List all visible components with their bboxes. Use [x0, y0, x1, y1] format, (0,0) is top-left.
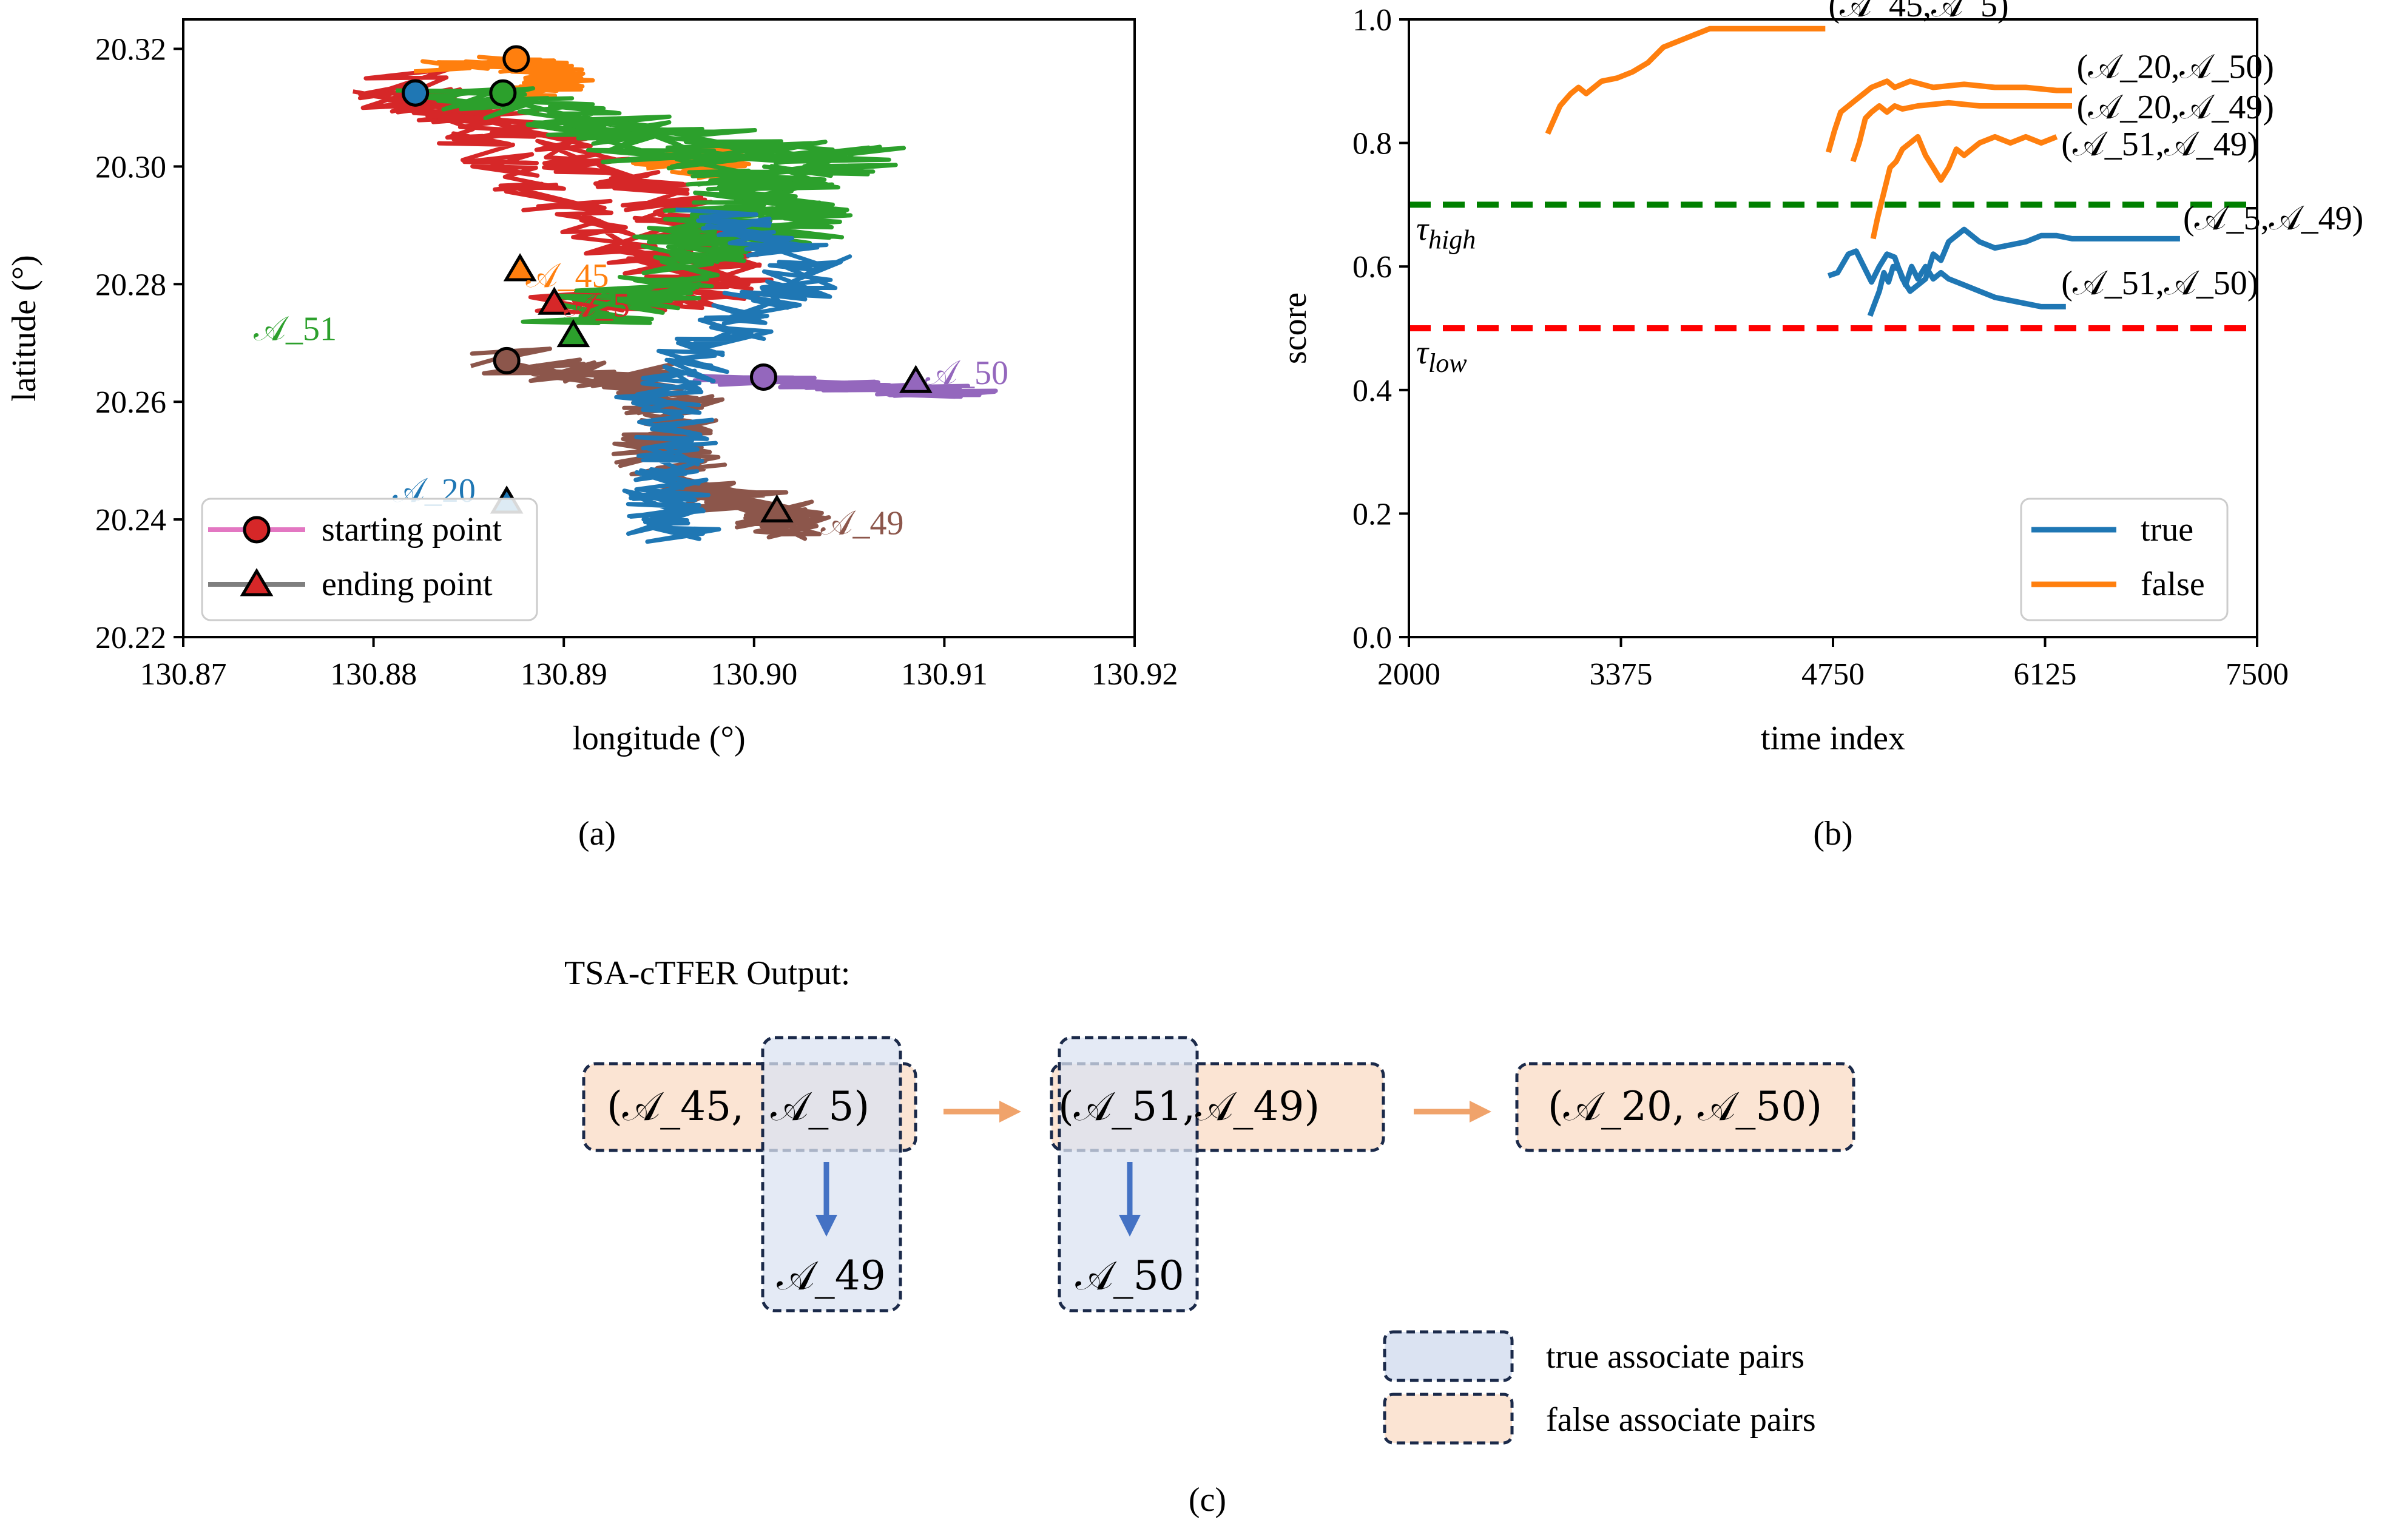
panel-a-legend: starting point ending point: [201, 498, 538, 621]
end-marker-51: [556, 319, 590, 348]
b-x-tick-label-1: 3375: [1590, 657, 1653, 692]
legend-start-marker: [243, 516, 271, 544]
x-tick-label-5: 130.92: [1092, 657, 1178, 692]
y-tick-label-1: 20.24: [95, 503, 166, 538]
end-marker-50: [899, 365, 933, 393]
score-series-labels: (𝒜_45,𝒜_5)(𝒜_20,𝒜_50)(𝒜_20,𝒜_49)(𝒜_51,𝒜_…: [1828, 0, 2363, 302]
annotation-51: 𝒜_51: [254, 310, 337, 348]
series-5-49: [1827, 226, 2180, 294]
threshold-label-low: τlow: [1416, 334, 1467, 378]
panel-a-label: (a): [578, 815, 616, 853]
b-y-tick-label-4: 0.8: [1352, 127, 1392, 161]
legend-false-pairs-swatch: [1383, 1393, 1514, 1445]
annotation-50: 𝒜_50: [925, 354, 1008, 392]
series-label-5-49: (𝒜_5,𝒜_49): [2183, 200, 2363, 237]
b-x-tick-label-4: 7500: [2226, 657, 2289, 692]
x-tick-label-1: 130.88: [330, 657, 417, 692]
pair-3: (𝒜_20, 𝒜_50): [1548, 1083, 1822, 1130]
panel-c: TSA-cTFER Output: (𝒜_45, 𝒜_5) 𝒜_49 (𝒜_51…: [564, 954, 1855, 1519]
false-pair-box-3: [1515, 1062, 1855, 1152]
threshold-label-high: τhigh: [1416, 210, 1476, 254]
x-tick-label-4: 130.91: [901, 657, 988, 692]
b-x-tick-label-2: 4750: [1801, 657, 1865, 692]
legend-false-label: false: [2141, 566, 2205, 603]
series-label-20-50: (𝒜_20,𝒜_50): [2077, 49, 2274, 86]
x-tick-label-0: 130.87: [140, 657, 227, 692]
panel-a-y-ticks: 20.22 20.24 20.26 20.28 20.30 20.32: [95, 32, 183, 655]
start-marker-45: [502, 45, 530, 73]
track-20-seg-0: [614, 207, 852, 544]
pair-2-first: (𝒜_51,: [1058, 1083, 1195, 1130]
legend-end-marker: [240, 568, 274, 596]
b-y-tick-label-5: 1.0: [1352, 3, 1392, 38]
track-annotations: 𝒜_45𝒜_5𝒜_51𝒜_50𝒜_20𝒜_49: [254, 257, 1008, 542]
start-marker-51: [489, 79, 517, 107]
legend-true-pairs-label: true associate pairs: [1546, 1338, 1804, 1376]
y-tick-label-0: 20.22: [95, 621, 166, 655]
panel-a-axes-frame: [182, 18, 1136, 638]
b-y-tick-label-0: 0.0: [1352, 621, 1392, 655]
panel-b-y-ticks: 0.0 0.2 0.4 0.6 0.8 1.0: [1352, 3, 1409, 655]
series-label-51-50: (𝒜_51,𝒜_50): [2061, 265, 2258, 302]
series-label-20-49: (𝒜_20,𝒜_49): [2077, 89, 2274, 126]
b-y-tick-label-2: 0.4: [1352, 374, 1392, 408]
series-51-50: [1867, 263, 2066, 317]
b-y-tick-label-3: 0.6: [1352, 250, 1392, 285]
legend-true-pairs-swatch: [1383, 1330, 1514, 1382]
diagram-title: TSA-cTFER Output:: [564, 954, 850, 992]
pair-1-first: (𝒜_45,: [607, 1083, 744, 1130]
pair-2-second: 𝒜_49): [1195, 1083, 1320, 1130]
panel-b-y-label: score: [1276, 292, 1314, 364]
end-marker-49: [760, 494, 794, 523]
legend-end-label: ending point: [322, 566, 493, 603]
score-series: [1545, 25, 2180, 317]
panel-b: τhigh τlow (𝒜_45,𝒜_5)(𝒜_20,𝒜_50)(𝒜_20,𝒜_4…: [1276, 0, 2363, 853]
result-2: 𝒜_50: [1075, 1252, 1184, 1299]
panel-b-x-label: time index: [1761, 720, 1905, 757]
result-1: 𝒜_49: [777, 1252, 885, 1299]
panel-b-label: (b): [1813, 815, 1852, 853]
b-x-tick-label-0: 2000: [1377, 657, 1440, 692]
panel-c-label: (c): [1189, 1481, 1226, 1519]
track-5-seg-1: [363, 67, 731, 283]
x-tick-label-3: 130.90: [711, 657, 797, 692]
start-marker-20: [402, 79, 430, 107]
legend-start-label: starting point: [322, 511, 502, 549]
panel-b-legend: true false: [2020, 498, 2229, 621]
pair-1-second: 𝒜_5): [771, 1083, 869, 1130]
b-x-tick-label-3: 6125: [2014, 657, 2077, 692]
start-marker-50: [749, 363, 777, 391]
threshold-lines: τhigh τlow: [1409, 201, 2257, 378]
series-45-5: [1545, 25, 1826, 135]
series-label-51-49: (𝒜_51,𝒜_49): [2061, 126, 2258, 163]
panel-a-x-label: longitude (°): [572, 720, 745, 757]
annotation-5: 𝒜_5: [564, 287, 630, 325]
annotation-49: 𝒜_49: [821, 504, 904, 542]
b-y-tick-label-1: 0.2: [1352, 497, 1392, 532]
panel-a-x-ticks: 130.87 130.88 130.89 130.90 130.91 130.92: [140, 637, 1178, 692]
y-tick-label-2: 20.26: [95, 385, 166, 420]
x-tick-label-2: 130.89: [521, 657, 607, 692]
panel-a: 𝒜_45𝒜_5𝒜_51𝒜_50𝒜_20𝒜_49 130.87 130.88 130.…: [5, 18, 1178, 853]
annotation-45: 𝒜_45: [525, 257, 609, 295]
panel-a-y-label: latitude (°): [5, 255, 43, 402]
end-marker-5: [538, 286, 571, 315]
legend-false-pairs-label: false associate pairs: [1546, 1401, 1816, 1439]
y-tick-label-4: 20.30: [95, 150, 166, 184]
y-tick-label-5: 20.32: [95, 32, 166, 67]
series-20-49: [1850, 100, 2072, 163]
series-20-50: [1826, 78, 2072, 154]
track-49-seg-0: [470, 346, 831, 541]
legend-true-label: true: [2141, 511, 2193, 549]
end-marker-45: [503, 253, 537, 282]
trajectory-tracks: [353, 55, 998, 544]
panel-b-x-ticks: 2000 3375 4750 6125 7500: [1377, 637, 2289, 692]
start-marker-49: [493, 346, 521, 374]
track-51-seg-1: [525, 115, 853, 265]
true-pair-box-1: [761, 1036, 902, 1312]
series-51-49: [1870, 133, 2058, 240]
y-tick-label-3: 20.28: [95, 268, 166, 302]
